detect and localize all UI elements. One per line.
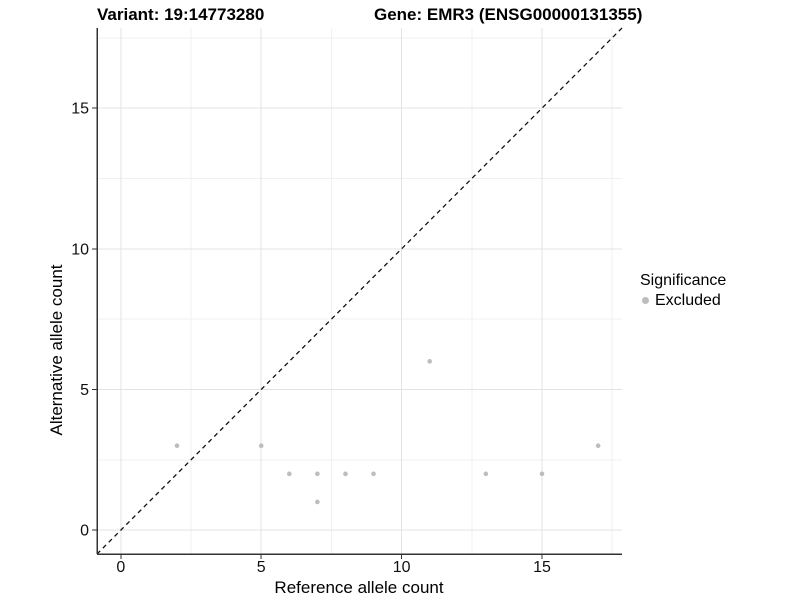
- y-tick-label: 15: [71, 101, 89, 118]
- y-tick-label: 10: [71, 241, 89, 258]
- data-point: [483, 471, 489, 477]
- legend-title: Significance: [640, 272, 727, 289]
- data-point: [595, 443, 601, 449]
- x-tick-label: 10: [393, 559, 411, 576]
- x-tick-label: 0: [116, 559, 125, 576]
- data-point: [315, 471, 320, 477]
- data-point: [343, 471, 348, 477]
- y-tick-label: 5: [80, 382, 89, 399]
- data-point: [371, 471, 376, 477]
- plot-title-variant: Variant: 19:14773280: [97, 5, 265, 24]
- legend-item-excluded: Excluded: [640, 291, 726, 310]
- x-axis-title: Reference allele count: [274, 578, 444, 597]
- legend-item-label: Excluded: [655, 292, 721, 309]
- x-tick-label: 5: [257, 559, 266, 576]
- plot-title-gene: Gene: EMR3 (ENSG00000131355): [374, 5, 643, 24]
- legend-point-icon: [642, 297, 649, 304]
- y-tick-label: 0: [80, 523, 89, 540]
- data-point: [539, 471, 545, 477]
- legend: Significance Excluded: [640, 271, 726, 310]
- x-tick-label: 15: [533, 559, 551, 576]
- data-point: [427, 359, 432, 364]
- y-axis-title: Alternative allele count: [47, 264, 66, 436]
- data-point: [174, 443, 180, 449]
- data-point: [315, 499, 320, 505]
- data-point: [287, 471, 292, 477]
- data-point: [258, 443, 264, 449]
